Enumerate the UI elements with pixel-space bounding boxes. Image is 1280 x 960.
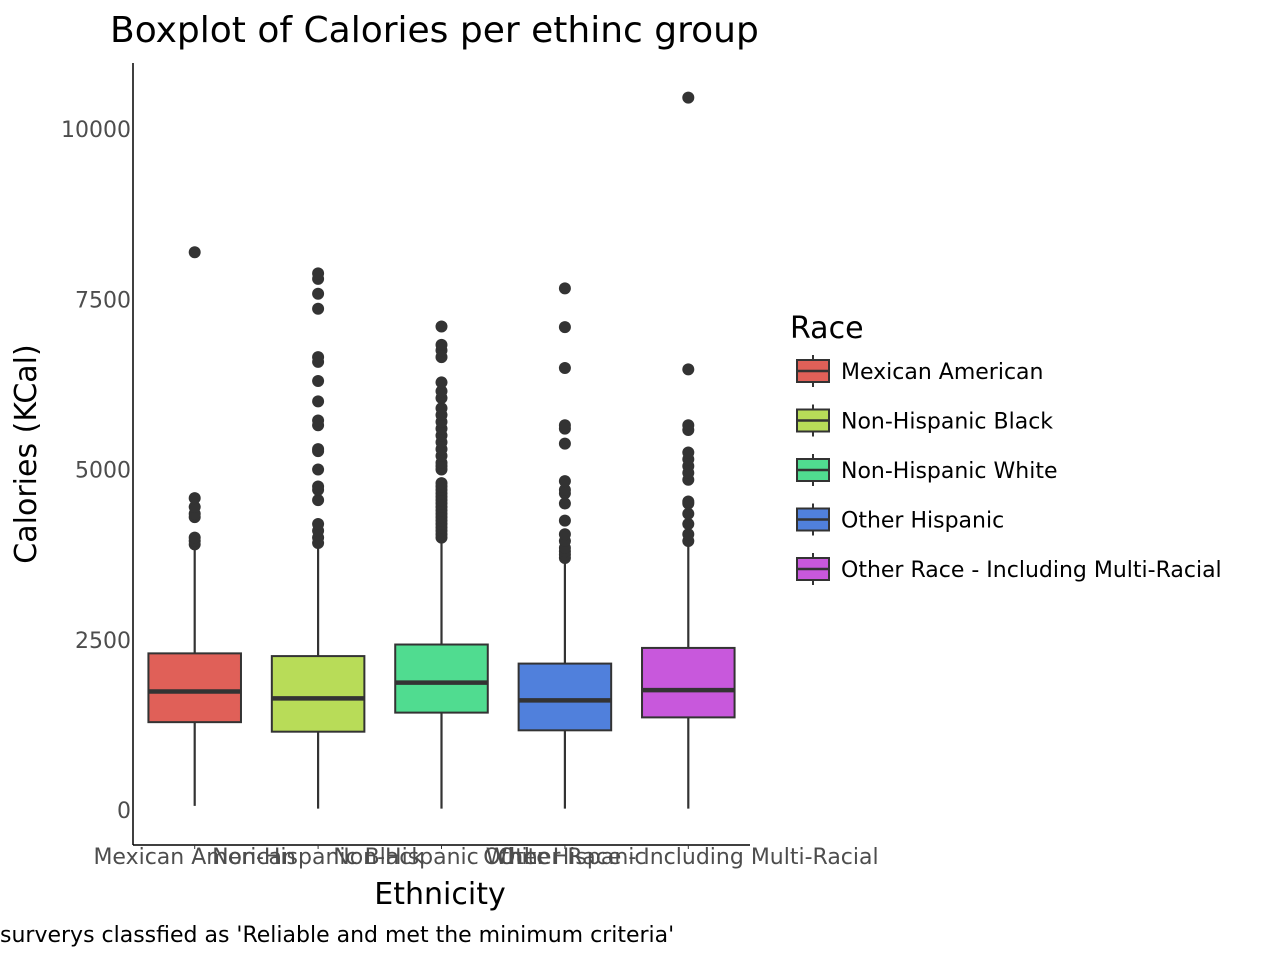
box-iqr — [147, 652, 242, 724]
box-iqr — [641, 646, 736, 719]
y-tick-label: 7500 — [75, 288, 131, 313]
x-tick-label: Non-Hispanic Black — [212, 845, 424, 870]
y-tick-label: 0 — [117, 799, 131, 824]
outlier-point — [312, 395, 325, 408]
y-tick-label: 10000 — [61, 118, 131, 143]
legend: Race Mexican American Non-Hispanic Black N… — [790, 311, 1222, 585]
outlier-point — [682, 517, 695, 530]
legend-label: Other Race - Including Multi-Racial — [841, 558, 1222, 583]
x-axis-title: Ethnicity — [374, 877, 505, 912]
box-iqr — [270, 655, 366, 733]
y-tick-label: 5000 — [75, 459, 131, 484]
outlier-point — [682, 419, 695, 432]
outlier-point — [312, 267, 325, 280]
outlier-point — [558, 483, 571, 496]
outlier-point — [558, 497, 571, 510]
legend-label: Other Hispanic — [841, 509, 1004, 534]
legend-title: Race — [790, 311, 864, 346]
outlier-point — [435, 338, 448, 351]
outlier-point — [312, 302, 325, 315]
legend-item: Other Race - Including Multi-Racial — [796, 553, 1222, 585]
x-tick-label: Other Race - Including Multi-Racial — [498, 845, 879, 870]
box-group — [270, 267, 366, 809]
outlier-point — [682, 495, 695, 508]
legend-label: Non-Hispanic White — [841, 459, 1057, 484]
outlier-point — [312, 351, 325, 364]
box-iqr — [394, 643, 489, 714]
x-tick-label: Other Hispanic — [483, 845, 646, 870]
outlier-point — [188, 246, 201, 259]
outlier-point — [435, 402, 448, 415]
outlier-point — [682, 528, 695, 541]
boxes — [147, 91, 736, 809]
legend-label: Mexican American — [841, 360, 1043, 385]
legend-item: Other Hispanic — [796, 503, 1004, 536]
outlier-point — [682, 507, 695, 520]
outlier-point — [312, 287, 325, 300]
outlier-point — [312, 517, 325, 530]
legend-item: Non-Hispanic Black — [796, 404, 1053, 437]
chart-caption: surverys classfied as 'Reliable and met … — [0, 923, 674, 948]
outlier-point — [312, 463, 325, 476]
outlier-point — [558, 419, 571, 432]
outlier-point — [558, 362, 571, 375]
outlier-point — [558, 475, 571, 488]
outlier-point — [312, 414, 325, 427]
outlier-point — [682, 363, 695, 376]
outlier-point — [188, 500, 201, 513]
outlier-point — [558, 437, 571, 450]
outlier-point — [682, 91, 695, 104]
outlier-point — [312, 494, 325, 507]
outlier-point — [558, 282, 571, 295]
outlier-point — [312, 443, 325, 456]
outlier-point — [188, 492, 201, 505]
box-iqr — [517, 662, 613, 732]
y-axis-title: Calories (KCal) — [9, 344, 44, 563]
outlier-point — [558, 528, 571, 541]
y-tick-label: 2500 — [75, 629, 131, 654]
box-group — [394, 320, 489, 809]
outlier-point — [558, 514, 571, 527]
legend-items: Mexican American Non-Hispanic Black Non-Hi… — [796, 355, 1222, 585]
box-group — [641, 91, 736, 809]
box-group — [147, 246, 242, 806]
outlier-point — [435, 477, 448, 490]
outlier-point — [435, 376, 448, 389]
outlier-point — [435, 385, 448, 398]
chart-title: Boxplot of Calories per ethinc group — [110, 10, 759, 51]
x-tick-label: Mexican American — [93, 845, 295, 870]
legend-label: Non-Hispanic Black — [841, 410, 1053, 435]
outlier-point — [682, 446, 695, 459]
outlier-point — [558, 321, 571, 334]
outlier-point — [312, 374, 325, 387]
legend-item: Non-Hispanic White — [796, 454, 1057, 486]
outlier-point — [312, 480, 325, 493]
box-group — [517, 282, 613, 809]
legend-item: Mexican American — [796, 355, 1043, 387]
outlier-point — [188, 531, 201, 544]
outlier-point — [435, 320, 448, 333]
x-tick-label: Non-Hispanic White — [333, 845, 549, 870]
y-axis-ticks: 0 2500 5000 7500 10000 — [61, 118, 131, 824]
